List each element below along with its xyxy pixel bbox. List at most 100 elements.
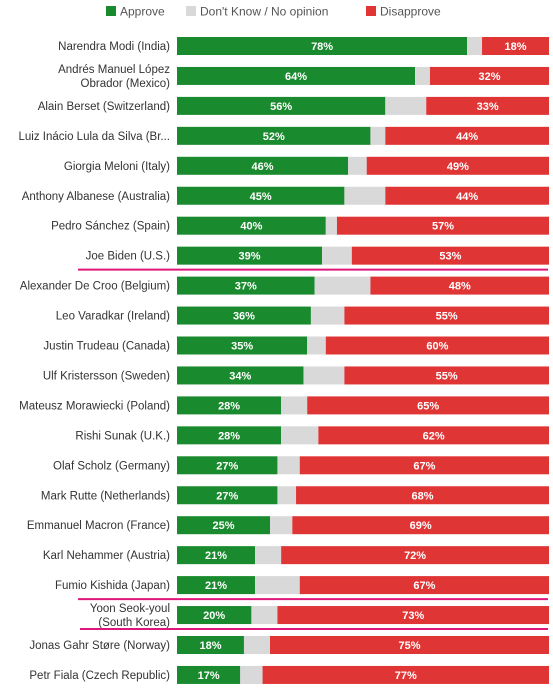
approve-bar [177, 216, 326, 235]
disapprove-bar [299, 456, 549, 475]
disapprove-bar [429, 66, 549, 85]
approve-bar [177, 336, 308, 355]
leader-name: Fumio Kishida (Japan) [55, 580, 170, 592]
approve-value-label: 28% [218, 400, 240, 412]
disapprove-bar [351, 246, 549, 265]
disapprove-value-label: 65% [417, 400, 439, 412]
approve-bar [177, 66, 416, 85]
disapprove-bar [344, 366, 549, 385]
no-opinion-bar [281, 426, 319, 445]
no-opinion-bar [251, 606, 278, 625]
disapprove-value-label: 75% [398, 640, 420, 652]
approve-value-label: 37% [235, 281, 257, 293]
disapprove-value-label: 68% [412, 490, 434, 502]
approve-bar [177, 246, 323, 265]
disapprove-bar [385, 186, 549, 205]
disapprove-value-label: 69% [410, 520, 432, 532]
disapprove-bar [325, 336, 549, 355]
approve-bar [177, 366, 304, 385]
leader-name: Leo Varadkar (Ireland) [56, 311, 170, 323]
disapprove-bar [426, 96, 549, 115]
leader-name: Narendra Modi (India) [58, 41, 170, 53]
approve-value-label: 34% [229, 370, 251, 382]
disapprove-bar [336, 216, 549, 235]
approve-value-label: 27% [216, 460, 238, 472]
no-opinion-bar [348, 156, 367, 175]
leader-name: Emmanuel Macron (France) [27, 520, 170, 532]
disapprove-value-label: 44% [456, 191, 478, 203]
legend-label-approve: Approve [120, 5, 165, 19]
approve-value-label: 46% [252, 161, 274, 173]
leader-name: Ulf Kristersson (Sweden) [43, 370, 170, 382]
approve-bar [177, 546, 256, 565]
approve-value-label: 56% [270, 101, 292, 113]
no-opinion-bar [385, 96, 427, 115]
approve-value-label: 27% [216, 490, 238, 502]
leader-name: Yoon Seok-youl (South Korea) [90, 603, 170, 629]
legend-swatch-disapprove [366, 6, 376, 16]
no-opinion-bar [240, 665, 263, 684]
leader-name: Pedro Sánchez (Spain) [51, 221, 170, 233]
legend-label-don-t-know-no-opinion: Don't Know / No opinion [200, 5, 328, 19]
approve-bar [177, 426, 282, 445]
disapprove-value-label: 44% [456, 131, 478, 143]
disapprove-bar [366, 156, 549, 175]
no-opinion-bar [243, 636, 270, 654]
no-opinion-bar [370, 126, 386, 145]
no-opinion-bar [415, 66, 430, 85]
leader-name: Luiz Inácio Lula da Silva (Br... [19, 131, 171, 143]
disapprove-value-label: 72% [404, 550, 426, 562]
no-opinion-bar [344, 186, 386, 205]
disapprove-value-label: 62% [423, 430, 445, 442]
no-opinion-bar [307, 336, 326, 355]
legend-swatch-approve [106, 6, 116, 16]
disapprove-bar [299, 576, 549, 595]
no-opinion-bar [325, 216, 337, 235]
disapprove-value-label: 67% [413, 580, 435, 592]
disapprove-value-label: 60% [426, 341, 448, 353]
approve-bar [177, 186, 345, 205]
disapprove-value-label: 77% [395, 670, 417, 682]
disapprove-value-label: 73% [402, 610, 424, 622]
approve-bar [177, 636, 244, 654]
leader-name: Giorgia Meloni (Italy) [64, 161, 170, 173]
disapprove-value-label: 48% [449, 281, 471, 293]
legend-label-disapprove: Disapprove [380, 5, 441, 19]
approve-value-label: 21% [205, 550, 227, 562]
approve-bar [177, 156, 349, 175]
approve-value-label: 78% [311, 41, 333, 53]
disapprove-value-label: 67% [413, 460, 435, 472]
no-opinion-bar [303, 366, 345, 385]
approve-value-label: 36% [233, 311, 255, 323]
approve-bar [177, 306, 311, 325]
approve-bar [177, 96, 386, 115]
disapprove-value-label: 32% [478, 71, 500, 83]
leader-name: Petr Fiala (Czech Republic) [29, 670, 170, 682]
leader-name: Rishi Sunak (U.K.) [75, 430, 170, 442]
disapprove-bar [270, 636, 549, 654]
disapprove-bar [277, 606, 549, 625]
no-opinion-bar [467, 37, 483, 55]
approve-bar [177, 37, 468, 55]
disapprove-value-label: 49% [447, 161, 469, 173]
approve-value-label: 21% [205, 580, 227, 592]
approve-value-label: 45% [250, 191, 272, 203]
approve-bar [177, 396, 282, 415]
leader-name-line: (South Korea) [98, 617, 170, 629]
leader-name: Mark Rutte (Netherlands) [41, 490, 170, 502]
approve-value-label: 25% [212, 520, 234, 532]
disapprove-value-label: 55% [436, 311, 458, 323]
approve-value-label: 40% [240, 221, 262, 233]
approve-value-label: 20% [203, 610, 225, 622]
no-opinion-bar [255, 546, 282, 565]
leader-name: Olaf Scholz (Germany) [53, 460, 170, 472]
disapprove-bar [344, 306, 549, 325]
no-opinion-bar [270, 516, 293, 535]
approve-value-label: 35% [231, 341, 253, 353]
disapprove-bar [318, 426, 549, 445]
leader-name: Andrés Manuel López Obrador (Mexico) [58, 64, 170, 90]
disapprove-bar [262, 665, 549, 684]
disapprove-bar [307, 396, 549, 415]
no-opinion-bar [281, 396, 308, 415]
